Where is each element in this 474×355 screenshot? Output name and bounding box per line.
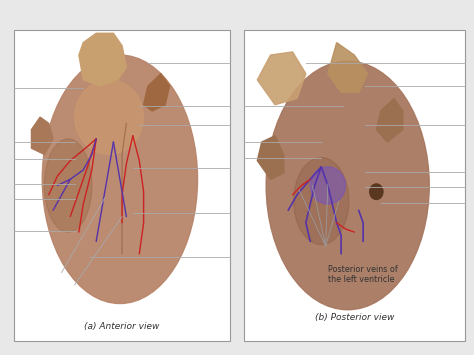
Ellipse shape — [266, 61, 429, 310]
Text: (a) Anterior view: (a) Anterior view — [84, 322, 160, 331]
Polygon shape — [31, 117, 53, 154]
Ellipse shape — [310, 167, 346, 204]
Bar — [244, 30, 465, 341]
Ellipse shape — [74, 80, 144, 154]
Polygon shape — [328, 43, 367, 92]
Polygon shape — [257, 52, 306, 105]
Ellipse shape — [294, 158, 349, 245]
Text: Posterior veins of
the left ventricle: Posterior veins of the left ventricle — [328, 265, 398, 284]
Ellipse shape — [370, 184, 383, 200]
Text: (b) Posterior view: (b) Posterior view — [315, 313, 394, 322]
Polygon shape — [376, 98, 403, 142]
Ellipse shape — [42, 55, 198, 304]
Bar — [14, 30, 230, 341]
Ellipse shape — [45, 139, 92, 232]
Polygon shape — [144, 74, 170, 111]
Polygon shape — [257, 136, 284, 179]
Polygon shape — [79, 33, 127, 86]
